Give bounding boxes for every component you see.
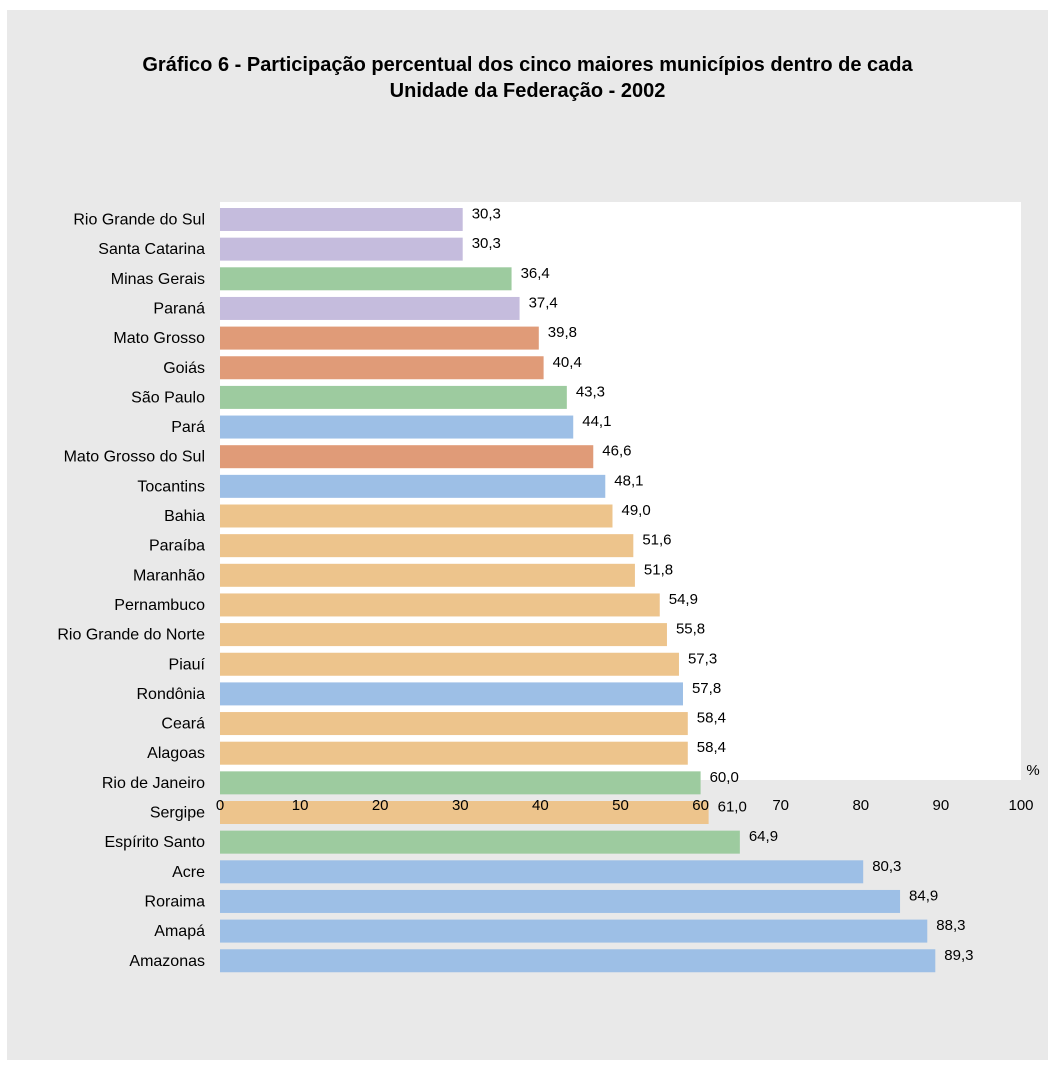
chart-title-line1: Gráfico 6 - Participação percentual dos … bbox=[142, 54, 913, 76]
data-label: 51,8 bbox=[644, 561, 673, 578]
category-label: Rio Grande do Sul bbox=[73, 212, 205, 229]
category-label: Bahia bbox=[164, 508, 205, 525]
category-label: Mato Grosso bbox=[113, 330, 205, 347]
bar bbox=[220, 356, 544, 380]
category-label: Pernambuco bbox=[114, 597, 205, 614]
bar bbox=[220, 237, 463, 261]
category-label: Rio Grande do Norte bbox=[57, 627, 205, 644]
data-label: 51,6 bbox=[642, 532, 671, 549]
bar bbox=[220, 860, 864, 884]
bar bbox=[220, 267, 512, 291]
x-tick-label: 30 bbox=[452, 797, 469, 814]
x-tick-label: 20 bbox=[372, 797, 389, 814]
category-label: Maranhão bbox=[133, 567, 205, 584]
data-label: 58,4 bbox=[697, 739, 726, 756]
bar bbox=[220, 504, 613, 528]
bar bbox=[220, 385, 567, 409]
bar bbox=[220, 593, 660, 617]
bar bbox=[220, 682, 683, 706]
bar bbox=[220, 771, 701, 795]
data-label: 58,4 bbox=[697, 710, 726, 727]
chart-title: Gráfico 6 - Participação percentual dos … bbox=[0, 52, 1055, 104]
category-label: Acre bbox=[172, 864, 205, 881]
data-label: 46,6 bbox=[602, 443, 631, 460]
category-label: Pará bbox=[171, 419, 205, 436]
data-label: 30,3 bbox=[472, 206, 501, 223]
data-label: 60,0 bbox=[710, 769, 739, 786]
bar bbox=[220, 623, 667, 647]
data-label: 40,4 bbox=[553, 354, 582, 371]
category-label: Mato Grosso do Sul bbox=[64, 449, 205, 466]
bar bbox=[220, 474, 606, 498]
x-tick-label: 90 bbox=[933, 797, 950, 814]
x-tick-label: 80 bbox=[852, 797, 869, 814]
category-label: Paraná bbox=[153, 300, 205, 317]
unit-label: % bbox=[1026, 762, 1039, 779]
category-label: Paraíba bbox=[149, 538, 205, 555]
data-label: 57,8 bbox=[692, 680, 721, 697]
data-label: 44,1 bbox=[582, 413, 611, 430]
data-label: 30,3 bbox=[472, 235, 501, 252]
x-tick-label: 100 bbox=[1008, 797, 1033, 814]
category-label: Rio de Janeiro bbox=[102, 775, 205, 792]
data-label: 64,9 bbox=[749, 828, 778, 845]
data-label: 48,1 bbox=[614, 472, 643, 489]
bar bbox=[220, 534, 634, 558]
bar bbox=[220, 563, 635, 587]
category-label: Minas Gerais bbox=[111, 271, 205, 288]
bar bbox=[220, 652, 679, 676]
x-tick-label: 60 bbox=[692, 797, 709, 814]
data-label: 89,3 bbox=[944, 947, 973, 964]
x-tick-label: 10 bbox=[292, 797, 309, 814]
data-label: 61,0 bbox=[718, 799, 747, 816]
bar bbox=[220, 889, 901, 913]
bar bbox=[220, 712, 688, 736]
bar bbox=[220, 919, 928, 943]
category-label: Sergipe bbox=[150, 805, 205, 822]
category-label: Goiás bbox=[163, 360, 205, 377]
category-label: Ceará bbox=[161, 716, 205, 733]
category-label: Amazonas bbox=[129, 953, 205, 970]
category-label: Alagoas bbox=[147, 745, 205, 762]
data-label: 49,0 bbox=[621, 502, 650, 519]
category-label: Santa Catarina bbox=[98, 241, 205, 258]
bar bbox=[220, 949, 936, 973]
bar bbox=[220, 296, 520, 320]
bar bbox=[220, 208, 463, 231]
bar bbox=[220, 830, 740, 854]
x-tick-label: 40 bbox=[532, 797, 549, 814]
category-label: Tocantins bbox=[137, 478, 205, 495]
data-label: 36,4 bbox=[521, 265, 550, 282]
bar bbox=[220, 741, 688, 765]
data-label: 57,3 bbox=[688, 650, 717, 667]
data-label: 80,3 bbox=[872, 858, 901, 875]
bar bbox=[220, 801, 709, 824]
category-label: Amapá bbox=[154, 923, 205, 940]
bar bbox=[220, 415, 574, 439]
data-label: 39,8 bbox=[548, 324, 577, 341]
bar bbox=[220, 445, 594, 469]
data-label: 84,9 bbox=[909, 887, 938, 904]
data-label: 54,9 bbox=[669, 591, 698, 608]
x-tick-label: 0 bbox=[216, 797, 224, 814]
data-label: 88,3 bbox=[936, 917, 965, 934]
category-label: São Paulo bbox=[131, 389, 205, 406]
data-label: 55,8 bbox=[676, 621, 705, 638]
category-label: Roraima bbox=[145, 893, 206, 910]
category-label: Rondônia bbox=[137, 686, 206, 703]
bar bbox=[220, 326, 539, 350]
x-tick-label: 70 bbox=[772, 797, 789, 814]
data-label: 37,4 bbox=[529, 294, 558, 311]
category-label: Piauí bbox=[169, 656, 206, 673]
chart-title-line2: Unidade da Federação - 2002 bbox=[389, 80, 666, 102]
x-tick-label: 50 bbox=[612, 797, 629, 814]
data-label: 43,3 bbox=[576, 383, 605, 400]
category-label: Espírito Santo bbox=[105, 834, 206, 851]
